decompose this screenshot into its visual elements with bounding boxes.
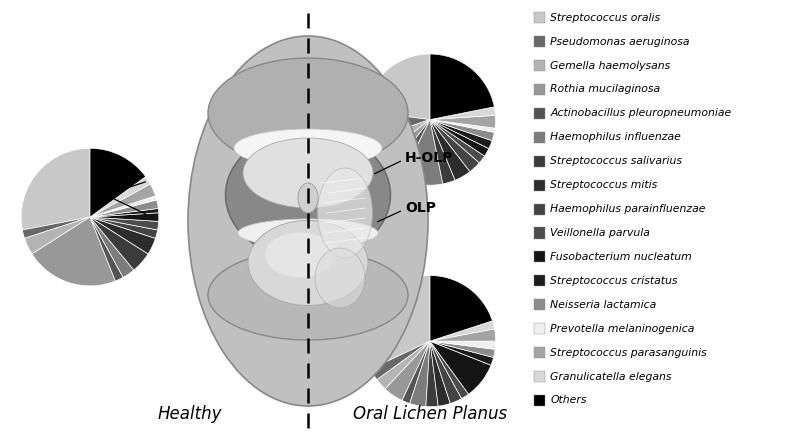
Text: Others: Others [550, 396, 587, 405]
Wedge shape [430, 341, 469, 399]
Wedge shape [25, 217, 90, 254]
Text: Healthy: Healthy [158, 405, 222, 423]
Wedge shape [365, 111, 430, 141]
Text: Gemella haemolysans: Gemella haemolysans [550, 61, 670, 70]
Wedge shape [90, 148, 146, 217]
Ellipse shape [208, 58, 408, 168]
Text: Actinobacillus pleuropneumoniae: Actinobacillus pleuropneumoniae [550, 109, 732, 118]
Ellipse shape [234, 129, 382, 167]
Ellipse shape [226, 130, 390, 260]
Text: OLP: OLP [405, 201, 436, 215]
Wedge shape [430, 120, 455, 184]
Wedge shape [90, 217, 134, 277]
Wedge shape [430, 120, 479, 171]
Wedge shape [430, 120, 494, 141]
Wedge shape [378, 120, 430, 171]
Wedge shape [385, 341, 430, 400]
Text: H: H [93, 186, 107, 204]
Ellipse shape [208, 250, 408, 340]
Wedge shape [90, 196, 157, 217]
Text: Haemophilus parainfluenzae: Haemophilus parainfluenzae [550, 204, 706, 214]
Wedge shape [90, 217, 158, 238]
Ellipse shape [248, 221, 368, 306]
Wedge shape [90, 184, 155, 217]
Wedge shape [90, 213, 158, 222]
Wedge shape [430, 341, 496, 350]
Text: Oral Lichen Planus: Oral Lichen Planus [353, 405, 507, 423]
Wedge shape [22, 148, 90, 230]
Wedge shape [90, 217, 123, 281]
Text: Rothia mucilaginosa: Rothia mucilaginosa [550, 85, 661, 94]
Wedge shape [22, 217, 90, 238]
Wedge shape [90, 217, 155, 254]
Wedge shape [430, 54, 494, 120]
Wedge shape [368, 120, 430, 159]
Wedge shape [90, 217, 158, 230]
Text: Prevotella melaninogenica: Prevotella melaninogenica [550, 324, 694, 334]
Wedge shape [430, 321, 494, 341]
Ellipse shape [243, 138, 373, 208]
Wedge shape [365, 276, 430, 369]
Wedge shape [430, 341, 494, 365]
Wedge shape [430, 341, 462, 404]
Wedge shape [430, 120, 495, 132]
Wedge shape [430, 107, 495, 120]
Wedge shape [90, 177, 150, 217]
Ellipse shape [298, 183, 318, 213]
Wedge shape [430, 329, 496, 341]
Wedge shape [430, 120, 485, 163]
Text: Fusobacterium nucleatum: Fusobacterium nucleatum [550, 252, 692, 262]
Wedge shape [430, 120, 492, 148]
Text: Streptococcus parasanguinis: Streptococcus parasanguinis [550, 348, 707, 358]
Text: Streptococcus mitis: Streptococcus mitis [550, 180, 658, 190]
Wedge shape [430, 341, 491, 394]
Wedge shape [430, 120, 470, 180]
Wedge shape [90, 200, 158, 217]
Wedge shape [402, 341, 430, 404]
Wedge shape [430, 120, 489, 156]
Text: Pseudomonas aeruginosa: Pseudomonas aeruginosa [550, 37, 690, 47]
Wedge shape [390, 120, 430, 179]
Ellipse shape [315, 248, 365, 308]
Wedge shape [370, 341, 430, 380]
Wedge shape [430, 341, 495, 358]
Text: Granulicatella elegans: Granulicatella elegans [550, 372, 672, 381]
Ellipse shape [188, 36, 428, 406]
Text: Neisseria lactamica: Neisseria lactamica [550, 300, 657, 310]
Text: Streptococcus oralis: Streptococcus oralis [550, 13, 661, 23]
Wedge shape [90, 209, 158, 217]
Wedge shape [401, 120, 442, 185]
Wedge shape [430, 276, 492, 341]
Wedge shape [430, 341, 450, 406]
Wedge shape [365, 54, 430, 120]
Text: Streptococcus cristatus: Streptococcus cristatus [550, 276, 678, 286]
Wedge shape [90, 217, 148, 270]
Text: Haemophilus influenzae: Haemophilus influenzae [550, 132, 682, 142]
Wedge shape [32, 217, 115, 286]
Text: Veillonella parvula: Veillonella parvula [550, 228, 650, 238]
Ellipse shape [318, 168, 373, 258]
Wedge shape [426, 341, 438, 407]
Text: Streptococcus salivarius: Streptococcus salivarius [550, 156, 682, 166]
Ellipse shape [265, 233, 335, 277]
Wedge shape [410, 341, 430, 407]
Ellipse shape [238, 219, 378, 247]
Text: H-OLP: H-OLP [405, 151, 454, 165]
Wedge shape [430, 115, 495, 128]
Wedge shape [377, 341, 430, 389]
